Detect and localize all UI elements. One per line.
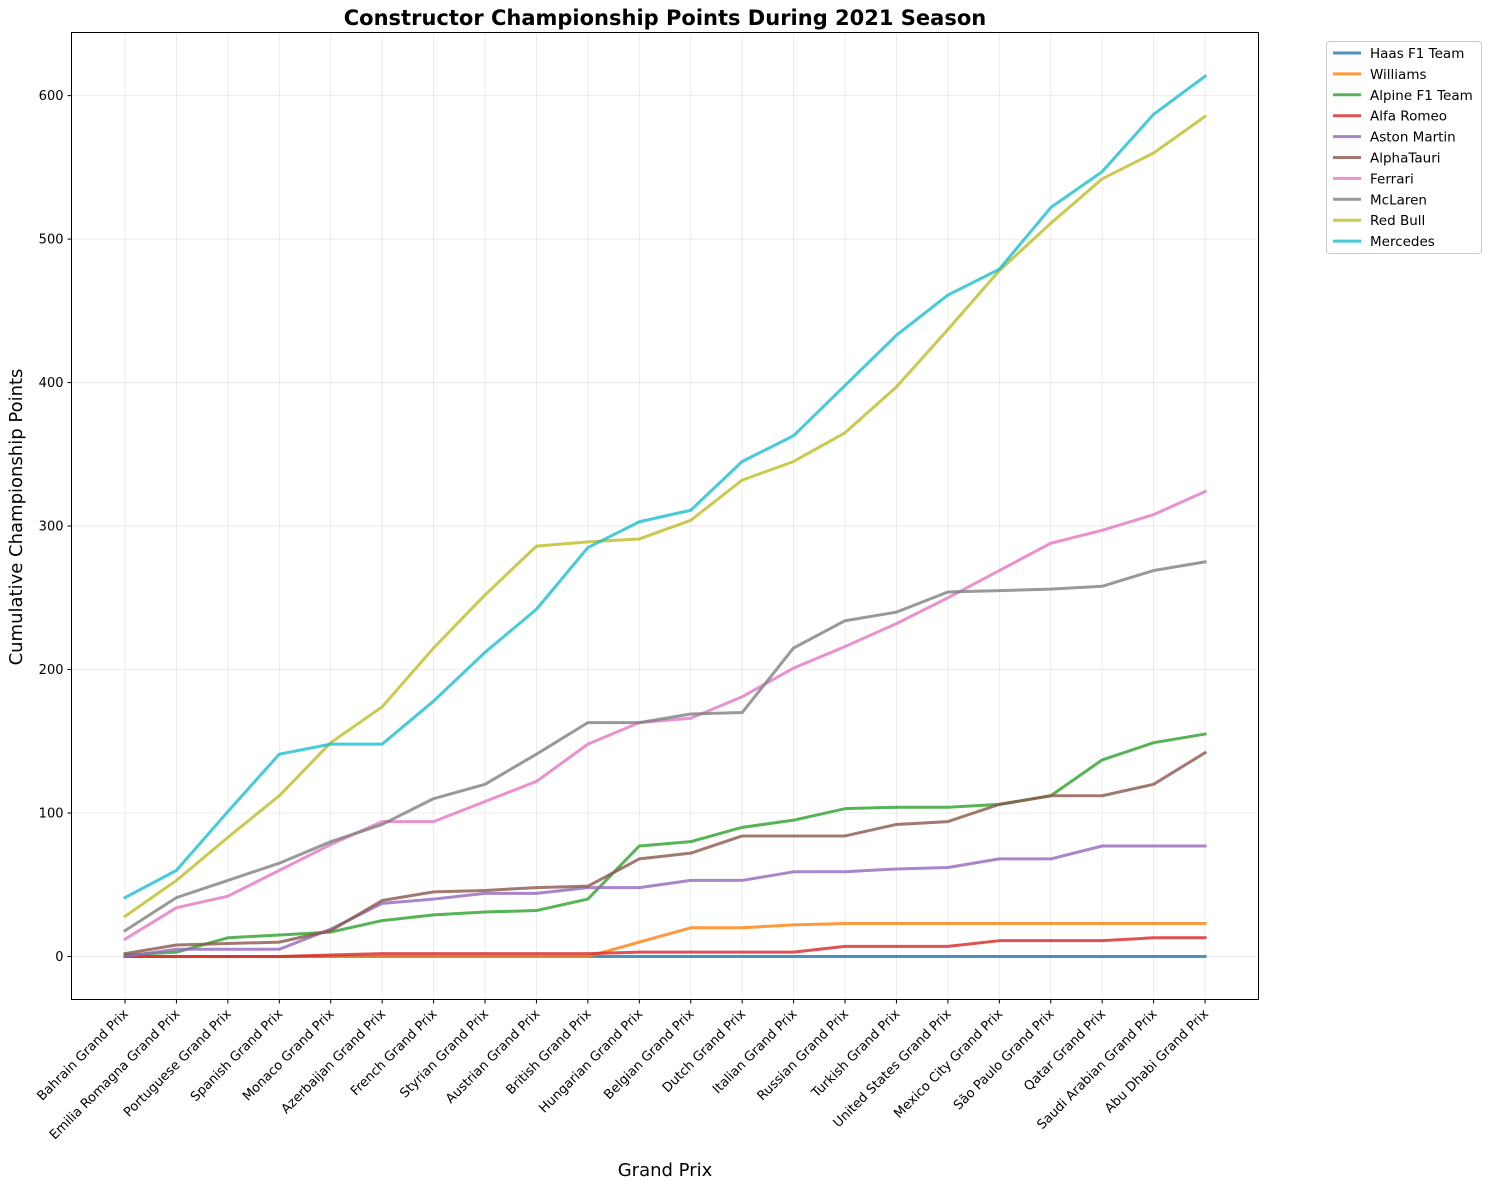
- y-tick-label: 600: [39, 89, 64, 104]
- y-axis-label: Cumulative Championship Points: [6, 369, 27, 666]
- chart-title: Constructor Championship Points During 2…: [344, 6, 986, 30]
- y-tick-label: 200: [39, 663, 64, 678]
- legend: Haas F1 Team Williams Alpine F1 Team Alfa R…: [1326, 41, 1482, 254]
- legend-label: Williams: [1370, 67, 1427, 83]
- y-tick-label: 500: [39, 233, 64, 248]
- y-tick-label: 400: [39, 376, 64, 391]
- legend-label: Ferrari: [1370, 171, 1414, 187]
- plot-area-frame: [71, 32, 1259, 1000]
- y-tick-label: 0: [55, 950, 63, 965]
- legend-label: Aston Martin: [1370, 130, 1456, 146]
- y-tick-label: 100: [39, 806, 64, 821]
- series-line: [122, 74, 1208, 900]
- legend-label: AlphaTauri: [1370, 151, 1441, 167]
- series-line: [123, 936, 1207, 958]
- series-line: [123, 750, 1208, 956]
- series-line: [122, 114, 1208, 919]
- y-axis: 0 100 200 300 400 500 600: [39, 89, 72, 965]
- legend-frame: [1326, 41, 1482, 254]
- legend-label: McLaren: [1370, 192, 1427, 208]
- legend-label: Alfa Romeo: [1370, 109, 1447, 125]
- y-tick-label: 300: [39, 520, 64, 535]
- series-line: [122, 560, 1207, 933]
- series-line: [122, 489, 1208, 942]
- legend-label: Haas F1 Team: [1370, 46, 1464, 62]
- series-line: [123, 844, 1207, 959]
- grid-lines: [71, 32, 1259, 1000]
- series-lines: [122, 74, 1208, 959]
- legend-label: Alpine F1 Team: [1370, 88, 1473, 104]
- legend-label: Mercedes: [1370, 234, 1435, 250]
- x-axis-label: Grand Prix: [618, 1160, 713, 1181]
- legend-label: Red Bull: [1370, 213, 1425, 229]
